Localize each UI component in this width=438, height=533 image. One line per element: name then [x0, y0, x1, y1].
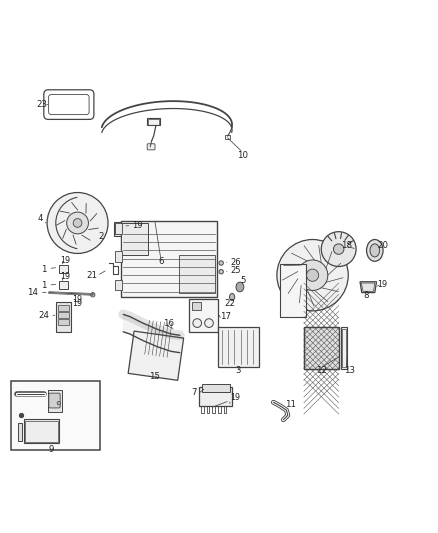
FancyBboxPatch shape	[147, 144, 155, 150]
Circle shape	[47, 192, 108, 254]
Circle shape	[277, 239, 348, 311]
Bar	[121, 221, 217, 297]
Text: 10: 10	[237, 151, 248, 160]
FancyArrowPatch shape	[82, 235, 90, 240]
Bar	[115, 223, 122, 234]
Circle shape	[73, 219, 82, 228]
Bar	[304, 327, 339, 369]
Bar	[18, 423, 22, 441]
Circle shape	[91, 293, 95, 297]
Bar	[280, 264, 306, 317]
Bar	[24, 419, 59, 443]
Bar	[115, 279, 122, 290]
Bar	[59, 281, 68, 289]
Bar	[189, 299, 218, 332]
Text: 9: 9	[49, 445, 54, 454]
Text: 1: 1	[41, 264, 47, 273]
Bar	[148, 118, 159, 125]
Text: 2: 2	[98, 231, 103, 240]
Circle shape	[219, 261, 223, 265]
Bar	[114, 222, 122, 236]
Text: 14: 14	[27, 288, 38, 297]
Polygon shape	[128, 331, 184, 381]
Bar	[191, 302, 201, 310]
Bar	[58, 305, 69, 311]
Bar	[25, 421, 57, 442]
Bar	[11, 382, 100, 450]
Text: 19: 19	[60, 256, 71, 265]
Bar	[115, 251, 122, 262]
Bar	[56, 302, 71, 332]
FancyArrowPatch shape	[57, 221, 65, 225]
Text: 5: 5	[240, 276, 246, 285]
Text: 15: 15	[149, 372, 160, 381]
FancyArrowPatch shape	[88, 228, 98, 230]
Bar	[304, 327, 339, 369]
Text: 7: 7	[191, 388, 197, 397]
Ellipse shape	[367, 239, 383, 261]
Polygon shape	[360, 282, 377, 293]
Bar	[59, 265, 68, 272]
Text: 21: 21	[86, 271, 97, 280]
Bar	[121, 223, 148, 255]
Bar	[225, 135, 230, 139]
Text: 24: 24	[39, 311, 49, 320]
Text: 13: 13	[344, 366, 355, 375]
Text: 19: 19	[378, 280, 388, 289]
FancyArrowPatch shape	[63, 229, 66, 238]
Bar	[342, 329, 346, 367]
Bar	[341, 327, 347, 369]
Bar	[147, 118, 160, 125]
Text: 4: 4	[38, 214, 43, 223]
Circle shape	[297, 260, 328, 290]
Text: 6: 6	[159, 257, 164, 266]
Circle shape	[219, 270, 223, 274]
Text: 1: 1	[41, 281, 47, 290]
Bar	[58, 312, 69, 318]
FancyBboxPatch shape	[49, 393, 60, 408]
Text: 26: 26	[230, 257, 241, 266]
Text: 19: 19	[60, 272, 71, 281]
Circle shape	[321, 232, 356, 266]
Circle shape	[193, 319, 201, 327]
Text: 8: 8	[364, 290, 369, 300]
Bar	[58, 319, 69, 325]
Text: 19: 19	[132, 221, 142, 230]
Text: 19: 19	[73, 299, 83, 308]
Circle shape	[67, 212, 88, 234]
Circle shape	[307, 269, 319, 281]
Ellipse shape	[370, 244, 380, 257]
Text: 25: 25	[230, 266, 241, 276]
FancyArrowPatch shape	[72, 203, 78, 210]
Ellipse shape	[236, 282, 244, 292]
Text: 18: 18	[342, 241, 353, 250]
Bar	[218, 327, 259, 367]
Text: 16: 16	[162, 319, 173, 328]
Text: 12: 12	[316, 366, 327, 375]
Bar	[116, 225, 120, 234]
Text: 20: 20	[377, 241, 388, 250]
Bar	[179, 255, 215, 293]
Circle shape	[333, 244, 344, 254]
Text: 19: 19	[230, 393, 240, 402]
Text: 11: 11	[285, 400, 297, 409]
Ellipse shape	[230, 294, 235, 301]
Bar	[201, 384, 230, 392]
Bar	[199, 387, 232, 406]
Circle shape	[57, 401, 60, 405]
Bar	[48, 390, 62, 412]
FancyArrowPatch shape	[90, 214, 97, 221]
FancyArrowPatch shape	[73, 235, 76, 244]
FancyArrowPatch shape	[60, 211, 69, 213]
Circle shape	[205, 319, 213, 327]
Text: 3: 3	[236, 367, 241, 375]
Text: 19: 19	[73, 295, 83, 304]
Text: 22: 22	[224, 298, 235, 308]
Text: 17: 17	[220, 312, 231, 321]
Text: 23: 23	[36, 100, 47, 109]
